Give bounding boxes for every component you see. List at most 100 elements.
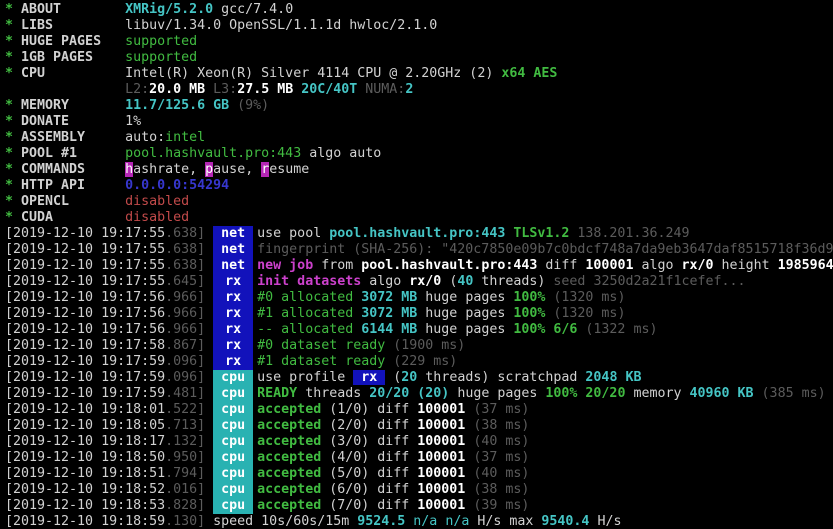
text-segment: #0 allocated bbox=[257, 290, 354, 305]
cpu-badge: cpu bbox=[213, 370, 254, 386]
info-line-cuda: * CUDA disabled bbox=[5, 210, 833, 226]
text-segment: 20/20 (20) bbox=[369, 386, 450, 401]
log-timestamp-ms: .794] bbox=[165, 466, 206, 481]
info-line-commands: * COMMANDS hashrate, pause, resume bbox=[5, 162, 833, 178]
text-segment: esume bbox=[269, 162, 310, 177]
info-label-column: * MEMORY bbox=[5, 98, 125, 114]
text-segment: accepted bbox=[257, 418, 322, 433]
text-segment: (3/0) diff bbox=[321, 434, 418, 449]
text-segment: -- allocated bbox=[257, 322, 354, 337]
text-segment: (40 ms) bbox=[465, 434, 530, 449]
text-segment: rx/0 bbox=[409, 274, 442, 289]
text-segment: #1 dataset ready bbox=[257, 354, 386, 369]
info-line: L2:20.0 MB L3:27.5 MB 20C/40T NUMA:2 bbox=[5, 82, 833, 98]
text-segment: (1322 ms) bbox=[577, 322, 658, 337]
text-segment: 1% bbox=[125, 114, 142, 129]
rx-badge: rx bbox=[213, 306, 254, 322]
miner-log-section: [2019-12-10 19:17:55.638] net use pool poo… bbox=[5, 226, 833, 529]
text-segment: 9540.4 bbox=[541, 514, 590, 529]
text-segment: (40 ms) bbox=[465, 466, 530, 481]
text-segment: x64 AES bbox=[501, 66, 558, 81]
text-segment: ( bbox=[385, 370, 402, 385]
asterisk-bullet: * bbox=[5, 114, 22, 129]
log-timestamp-ms: .638] bbox=[165, 242, 206, 257]
info-label: COMMANDS bbox=[21, 162, 86, 177]
text-segment: TLSv1.2 bbox=[505, 226, 570, 241]
log-timestamp-ms: .522] bbox=[165, 402, 206, 417]
log-timestamp: [2019-12-10 19:18:17 bbox=[5, 434, 166, 449]
text-segment: (39 ms) bbox=[465, 498, 530, 513]
cpu-badge: cpu bbox=[213, 466, 254, 482]
log-timestamp: [2019-12-10 19:17:59 bbox=[5, 386, 166, 401]
text-segment: ( bbox=[441, 274, 458, 289]
cpu-badge: cpu bbox=[213, 450, 254, 466]
rx-badge: rx bbox=[213, 274, 254, 290]
cpu-badge: cpu bbox=[213, 402, 254, 418]
asterisk-bullet: * bbox=[5, 2, 22, 17]
text-segment: algo auto bbox=[301, 146, 382, 161]
info-label: 1GB PAGES bbox=[21, 50, 94, 65]
info-label-column: * 1GB PAGES bbox=[5, 50, 125, 66]
text-segment: 100% 20/20 bbox=[545, 386, 626, 401]
net-badge: net bbox=[213, 242, 254, 258]
log-line: [2019-12-10 19:18:53.828] cpu accepted (7/… bbox=[5, 498, 833, 514]
text-segment: accepted bbox=[257, 482, 322, 497]
cpu-badge: cpu bbox=[213, 418, 254, 434]
info-label: DONATE bbox=[21, 114, 70, 129]
text-segment: huge pages bbox=[417, 290, 514, 305]
info-label-column: * POOL #1 bbox=[5, 146, 125, 162]
text-segment: accepted bbox=[257, 466, 322, 481]
log-line: [2019-12-10 19:17:55.638] net use pool poo… bbox=[5, 226, 833, 242]
text-segment: ashrate, bbox=[133, 162, 206, 177]
info-label-column: * HUGE PAGES bbox=[5, 34, 125, 50]
text-segment: READY bbox=[257, 386, 298, 401]
log-line: [2019-12-10 19:18:17.132] cpu accepted (3/… bbox=[5, 434, 833, 450]
log-timestamp: [2019-12-10 19:17:55 bbox=[5, 226, 166, 241]
log-line: [2019-12-10 19:18:51.794] cpu accepted (5/… bbox=[5, 466, 833, 482]
miner-info-section: * ABOUT XMRig/5.2.0 gcc/7.4.0 * LIBS libuv/… bbox=[5, 2, 833, 226]
text-segment: 100001 bbox=[417, 498, 466, 513]
text-segment: algo bbox=[361, 274, 410, 289]
rx-badge: rx bbox=[213, 354, 254, 370]
log-timestamp: [2019-12-10 19:18:59 bbox=[5, 514, 166, 529]
log-timestamp-ms: .638] bbox=[165, 226, 206, 241]
text-segment: (7/0) diff bbox=[321, 498, 418, 513]
log-line: [2019-12-10 19:18:52.016] cpu accepted (6/… bbox=[5, 482, 833, 498]
text-segment: use pool bbox=[257, 226, 330, 241]
text-segment: libuv/1.34.0 OpenSSL/1.1.1d hwloc/2.1.0 bbox=[125, 18, 438, 33]
text-segment: huge pages bbox=[449, 386, 546, 401]
log-line: [2019-12-10 19:17:55.645] rx init datasets… bbox=[5, 274, 833, 290]
text-segment: 11.7/125.6 GB bbox=[125, 98, 238, 113]
log-timestamp: [2019-12-10 19:17:56 bbox=[5, 306, 166, 321]
log-timestamp-ms: .713] bbox=[165, 418, 206, 433]
log-line: [2019-12-10 19:17:56.966] rx -- allocated … bbox=[5, 322, 833, 338]
log-timestamp: [2019-12-10 19:17:55 bbox=[5, 242, 166, 257]
text-segment: memory bbox=[625, 386, 690, 401]
log-line: [2019-12-10 19:17:55.638] net new job from… bbox=[5, 258, 833, 274]
text-segment: disabled bbox=[125, 210, 190, 225]
text-segment: 100% bbox=[513, 306, 546, 321]
text-segment: diff bbox=[537, 258, 586, 273]
text-segment: 100001 bbox=[417, 418, 466, 433]
info-line-huge-pages: * HUGE PAGES supported bbox=[5, 34, 833, 50]
text-segment: (1320 ms) bbox=[545, 306, 626, 321]
text-segment: auto: bbox=[125, 130, 166, 145]
text-segment: (1320 ms) bbox=[545, 290, 626, 305]
log-line: [2019-12-10 19:18:59.130] speed 10s/60s/… bbox=[5, 514, 833, 529]
text-segment: disabled bbox=[125, 194, 190, 209]
text-segment: (385 ms) bbox=[753, 386, 826, 401]
info-line-libs: * LIBS libuv/1.34.0 OpenSSL/1.1.1d hwloc/… bbox=[5, 18, 833, 34]
text-segment: (38 ms) bbox=[465, 482, 530, 497]
log-line: [2019-12-10 19:17:59.096] rx #1 dataset re… bbox=[5, 354, 833, 370]
log-line: [2019-12-10 19:18:01.522] cpu accepted (1/… bbox=[5, 402, 833, 418]
asterisk-bullet: * bbox=[5, 194, 22, 209]
info-label: MEMORY bbox=[21, 98, 70, 113]
text-segment: init datasets bbox=[257, 274, 362, 289]
log-line: [2019-12-10 19:17:58.867] rx #0 dataset re… bbox=[5, 338, 833, 354]
text-segment: algo bbox=[633, 258, 682, 273]
info-line-cpu: * CPU Intel(R) Xeon(R) Silver 4114 CPU @ … bbox=[5, 66, 833, 82]
info-label-column: * LIBS bbox=[5, 18, 125, 34]
rx-badge: rx bbox=[213, 322, 254, 338]
info-label-column: * OPENCL bbox=[5, 194, 125, 210]
log-timestamp: [2019-12-10 19:17:58 bbox=[5, 338, 166, 353]
